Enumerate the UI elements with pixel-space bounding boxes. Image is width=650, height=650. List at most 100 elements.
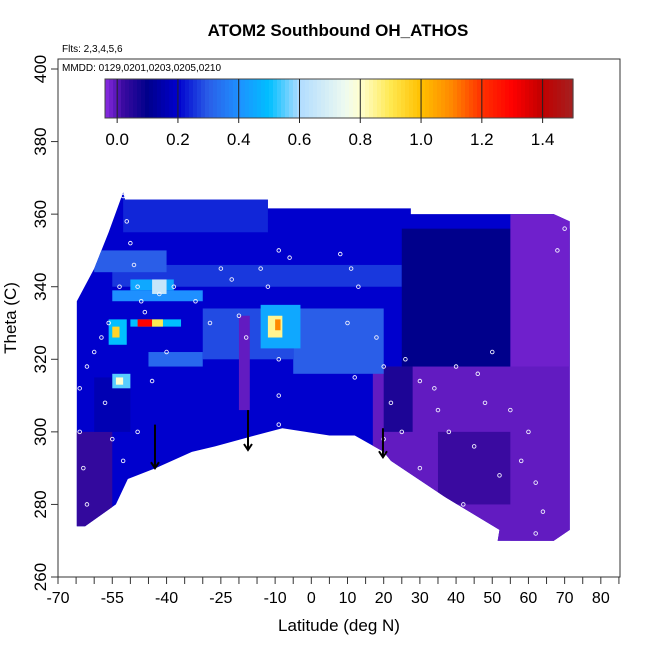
heatmap-cell (123, 192, 268, 233)
observation-point (348, 266, 354, 271)
arrow-head (378, 450, 388, 460)
colorbar-tick-label: 1.2 (470, 130, 494, 149)
colorbar-swatch (181, 79, 186, 118)
colorbar-swatch (321, 79, 326, 118)
observation-point (403, 357, 408, 362)
colorbar-swatch (365, 79, 370, 118)
colorbar-swatch (241, 79, 246, 118)
observation-point (91, 349, 97, 355)
heatmap-cell (437, 431, 511, 505)
observation-point (258, 266, 263, 271)
colorbar: 0.0 0.2 0.4 0.6 0.8 1.0 1.2 1.4 (104, 78, 574, 149)
colorbar-swatch (361, 79, 366, 118)
colorbar-swatch (221, 79, 226, 118)
observation-point (540, 509, 546, 514)
observation-point (135, 284, 140, 289)
colorbar-swatch (229, 79, 234, 118)
colorbar-swatch (409, 79, 414, 118)
colorbar-swatch (353, 79, 358, 118)
x-tick-label: 30 (411, 590, 429, 607)
observation-point (497, 473, 502, 478)
colorbar-swatch (549, 79, 554, 118)
colorbar-swatch (341, 79, 346, 118)
colorbar-swatch (173, 79, 178, 118)
colorbar-swatch (545, 79, 550, 118)
colorbar-swatch (485, 79, 490, 118)
observation-point (77, 386, 82, 391)
colorbar-swatch (325, 79, 330, 118)
observation-point (388, 400, 394, 406)
observation-point (356, 284, 361, 289)
colorbar-swatch (561, 79, 566, 118)
colorbar-swatch (217, 79, 222, 118)
observation-point (453, 364, 459, 369)
colorbar-swatch (185, 79, 190, 118)
x-tick-label: -70 (46, 590, 69, 607)
observation-point (417, 378, 423, 384)
colorbar-swatch (205, 79, 210, 118)
colorbar-swatch (533, 79, 538, 118)
observation-point (164, 349, 169, 355)
colorbar-swatch (125, 79, 130, 118)
observation-point (555, 248, 560, 253)
colorbar-swatch (165, 79, 170, 118)
observation-point (138, 298, 144, 304)
colorbar-swatch (541, 79, 546, 118)
observation-point (399, 429, 405, 435)
colorbar-swatch (273, 79, 278, 118)
colorbar-swatch (313, 79, 318, 118)
x-tick-label: 70 (556, 590, 574, 607)
colorbar-swatch (253, 79, 258, 118)
colorbar-swatch (137, 79, 142, 118)
observation-point (276, 393, 281, 398)
colorbar-swatch (157, 79, 162, 118)
observation-point (446, 429, 452, 435)
observation-point (102, 400, 108, 406)
observation-point (131, 262, 137, 268)
observation-point (374, 335, 379, 340)
heatmap-cell (383, 366, 413, 432)
y-tick-label: 400 (31, 55, 50, 83)
colorbar-swatch (569, 79, 574, 118)
colorbar-swatch (457, 79, 462, 118)
y-tick-label: 360 (31, 200, 50, 228)
heatmap-cells (76, 192, 570, 541)
colorbar-swatch (565, 79, 570, 118)
observation-point (265, 284, 271, 289)
colorbar-swatch (469, 79, 474, 118)
heatmap-cell (148, 352, 203, 367)
colorbar-swatch (373, 79, 378, 118)
observation-point (338, 251, 343, 257)
colorbar-swatch (537, 79, 542, 118)
heatmap-cell (137, 319, 153, 327)
colorbar-swatch (285, 79, 290, 118)
observation-point (526, 429, 531, 435)
observation-point (562, 226, 567, 231)
colorbar-swatch (437, 79, 442, 118)
observation-point (533, 531, 538, 536)
observation-point (461, 502, 466, 507)
x-tick-label: 20 (375, 590, 393, 607)
y-tick-label: 340 (31, 273, 50, 301)
colorbar-swatch (389, 79, 394, 118)
observation-point (475, 371, 481, 377)
y-tick-label: 280 (31, 490, 50, 518)
colorbar-swatch (121, 79, 126, 118)
observation-point (508, 407, 513, 413)
colorbar-swatch (141, 79, 146, 118)
observation-point (84, 364, 90, 369)
colorbar-swatch (169, 79, 174, 118)
heatmap-cell (152, 279, 167, 294)
colorbar-swatch (453, 79, 458, 118)
colorbar-swatch (153, 79, 158, 118)
observation-point (218, 266, 224, 271)
observation-point (120, 458, 126, 464)
heatmap-cell (94, 250, 167, 273)
colorbar-tick-label: 0.8 (348, 130, 372, 149)
colorbar-swatch (481, 79, 486, 118)
colorbar-swatch (525, 79, 530, 118)
observation-point (352, 375, 357, 380)
observation-point (157, 291, 162, 297)
colorbar-swatch (421, 79, 426, 118)
observation-point (276, 422, 281, 427)
